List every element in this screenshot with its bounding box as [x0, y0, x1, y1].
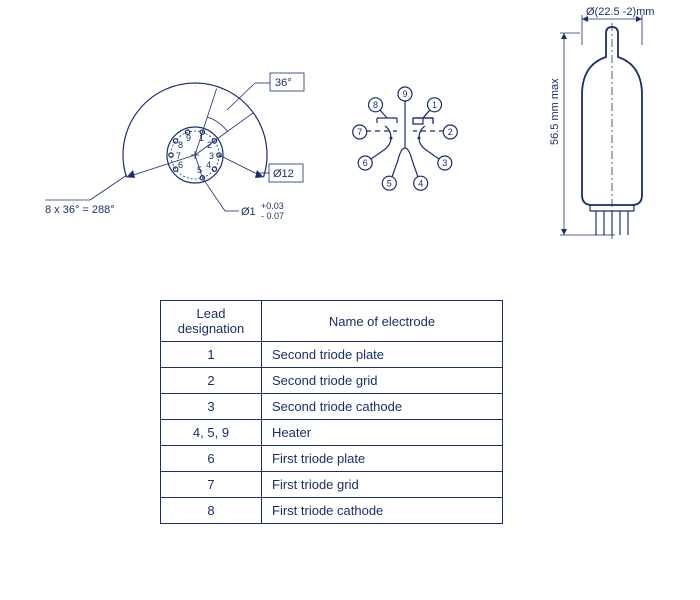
envelope-diagram: Ø(22.5 -2)mm 56.5 mm max	[510, 5, 680, 265]
pin-dia-tol-upper: +0.03	[261, 201, 284, 211]
gap-angle-label: 8 x 36° = 288°	[45, 204, 115, 216]
table-row: 6First triode plate	[161, 446, 503, 472]
table-row: 3Second triode cathode	[161, 394, 503, 420]
pin-diagram: 1 2 3 4 5 6 7 8 9 36° Ø12 Ø1 +0.03 - 0.0…	[40, 20, 320, 280]
diagrams-area: 1 2 3 4 5 6 7 8 9 36° Ø12 Ø1 +0.03 - 0.0…	[0, 0, 700, 280]
envelope-height-label: 56.5 mm max	[549, 78, 561, 145]
svg-text:2: 2	[207, 140, 212, 150]
table-row: 4, 5, 9Heater	[161, 420, 503, 446]
table-header-name: Name of electrode	[262, 301, 503, 342]
svg-text:6: 6	[178, 160, 183, 170]
svg-text:2: 2	[448, 127, 453, 137]
table-header-lead: Lead designation	[161, 301, 262, 342]
svg-text:9: 9	[402, 89, 407, 99]
svg-text:4: 4	[206, 160, 211, 170]
table-row: 1Second triode plate	[161, 342, 503, 368]
svg-text:9: 9	[186, 133, 191, 143]
schematic-diagram: 1 2 3 4 5 6 7 8 9	[320, 50, 490, 230]
table-row: 8First triode cathode	[161, 498, 503, 524]
pin-dia-label: Ø1	[241, 206, 256, 218]
svg-text:6: 6	[363, 158, 368, 168]
svg-text:3: 3	[442, 158, 447, 168]
pin-dia-tol-lower: - 0.07	[261, 211, 284, 221]
angle-36-label: 36°	[275, 77, 292, 89]
envelope-dia-label: Ø(22.5 -2)mm	[586, 6, 654, 18]
svg-text:1: 1	[432, 100, 437, 110]
svg-text:7: 7	[357, 127, 362, 137]
table-row: 7First triode grid	[161, 472, 503, 498]
svg-text:8: 8	[373, 100, 378, 110]
table-row: 2Second triode grid	[161, 368, 503, 394]
svg-text:8: 8	[178, 140, 183, 150]
svg-text:4: 4	[418, 179, 423, 189]
electrode-table: Lead designation Name of electrode 1Seco…	[160, 300, 503, 524]
svg-text:5: 5	[387, 179, 392, 189]
dia-12-label: Ø12	[273, 168, 294, 180]
